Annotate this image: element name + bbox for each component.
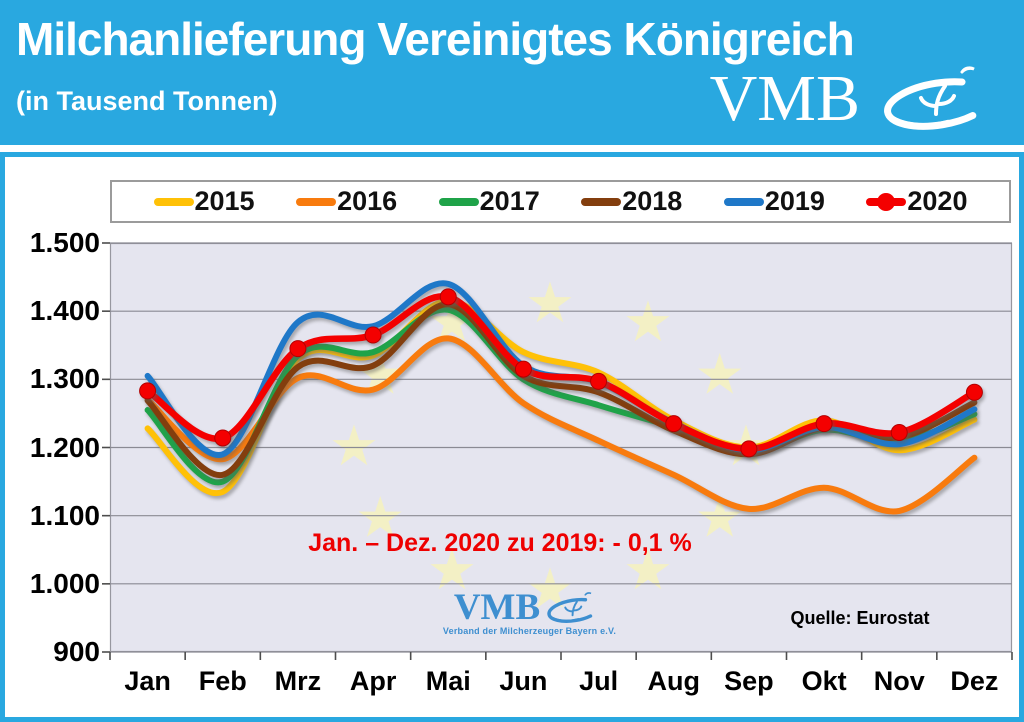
vmb-logo-text: VMB <box>709 61 860 135</box>
watermark-caption: Verband der Milcherzeuger Bayern e.V. <box>442 626 617 636</box>
x-tick-label-Aug: Aug <box>647 666 700 696</box>
eu-star-icon: ★ <box>427 538 477 601</box>
eu-star-icon: ★ <box>623 538 673 601</box>
eu-star-icon: ★ <box>695 486 745 549</box>
y-tick-label: 1.500 <box>29 227 100 258</box>
legend-line-swatch <box>723 197 764 206</box>
legend-marker-dot <box>877 192 896 211</box>
legend-label: 2016 <box>337 186 398 216</box>
legend-item-2019: 2019 <box>723 186 825 217</box>
y-tick-label: 1.000 <box>29 567 100 599</box>
annotation-text: Jan. – Dez. 2020 zu 2019: - 0,1 % <box>308 529 692 557</box>
x-tick-label-Jun: Jun <box>499 666 548 696</box>
page-title: Milchanlieferung Vereinigtes Königreich <box>16 13 855 65</box>
line-chart-plot: ★★★★★★★★★★★★ <box>102 242 1013 660</box>
x-tick-label-Sep: Sep <box>724 666 774 696</box>
legend-line-swatch <box>296 197 337 206</box>
legend-line-swatch <box>153 197 194 206</box>
x-tick-label-Mrz: Mrz <box>274 666 322 696</box>
legend: 2015 2016 2017 2018 2019 2020 <box>110 180 1011 223</box>
source-label: Quelle: Eurostat <box>790 608 930 628</box>
legend-item-2015: 2015 <box>153 186 255 217</box>
y-tick-label: 900 <box>53 636 100 667</box>
legend-label: 2019 <box>764 186 825 216</box>
header: Milchanlieferung Vereinigtes Königreich … <box>0 0 1024 145</box>
x-tick-label-Dez: Dez <box>950 666 999 696</box>
x-tick-label-Okt: Okt <box>801 666 847 696</box>
legend-label: 2017 <box>479 186 540 216</box>
y-tick-label: 1.300 <box>29 363 100 395</box>
y-tick-label: 1.200 <box>29 431 100 463</box>
series-marker-2020 <box>590 372 608 390</box>
eu-star-icon: ★ <box>355 486 405 549</box>
legend-item-2017: 2017 <box>438 186 540 217</box>
series-marker-2020 <box>965 383 983 401</box>
series-marker-2020 <box>439 288 457 306</box>
legend-line-swatch <box>438 197 479 206</box>
eu-star-icon: ★ <box>623 290 673 353</box>
eu-star-icon: ★ <box>695 343 745 406</box>
x-tick-label-Jul: Jul <box>579 666 619 696</box>
legend-item-2016: 2016 <box>296 186 397 217</box>
watermark-vmb-text: VMB <box>453 587 541 629</box>
eu-star-icon: ★ <box>525 271 575 334</box>
legend-item-2018: 2018 <box>581 186 682 217</box>
x-tick-label-Apr: Apr <box>349 666 397 696</box>
legend-line-swatch <box>581 197 622 206</box>
page-subtitle: (in Tausend Tonnen) <box>16 86 278 116</box>
x-tick-label-Jan: Jan <box>124 666 171 696</box>
legend-swatch-2017 <box>438 193 479 211</box>
legend-label: 2015 <box>194 186 255 216</box>
series-marker-2020 <box>665 415 683 433</box>
series-marker-2020 <box>890 424 908 442</box>
legend-label: 2018 <box>622 186 683 216</box>
vmb-swirl-icon <box>884 66 994 130</box>
legend-swatch-2020 <box>866 192 907 211</box>
y-tick-label: 1.400 <box>29 295 100 327</box>
series-marker-2020 <box>740 440 758 458</box>
eu-star-icon: ★ <box>329 414 379 477</box>
x-tick-label-Mai: Mai <box>425 666 471 696</box>
legend-swatch-2015 <box>153 193 194 211</box>
vmb-logo: VMB <box>710 64 1014 134</box>
watermark-row: VMB <box>437 587 622 629</box>
x-tick-label-Feb: Feb <box>198 666 247 696</box>
watermark-swirl-icon <box>547 592 601 623</box>
legend-label: 2020 <box>907 186 968 216</box>
watermark: VMB Verband der Milcherzeuger Bayern e.V… <box>437 587 622 636</box>
series-marker-2020 <box>289 340 307 358</box>
y-tick-label: 1.100 <box>29 499 100 531</box>
legend-swatch-2019 <box>723 193 764 211</box>
legend-item-2020: 2020 <box>866 186 967 217</box>
legend-swatch-2018 <box>581 193 622 211</box>
series-marker-2020 <box>214 429 232 447</box>
series-marker-2020 <box>364 326 382 344</box>
legend-swatch-2016 <box>296 193 337 211</box>
x-tick-label-Nov: Nov <box>873 666 925 696</box>
series-marker-2020 <box>514 360 532 378</box>
series-marker-2020 <box>139 382 157 400</box>
series-marker-2020 <box>815 415 833 433</box>
